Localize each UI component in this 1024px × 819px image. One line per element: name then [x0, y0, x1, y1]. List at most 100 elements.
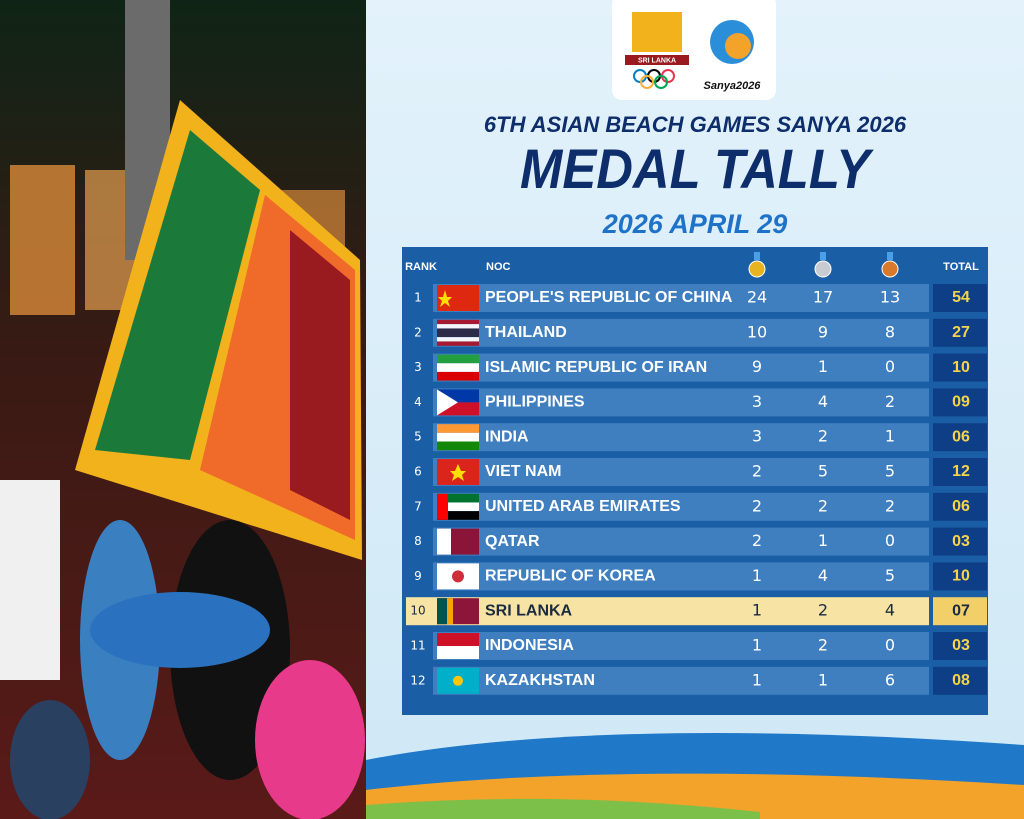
- row-background: [433, 527, 929, 556]
- row-background: [433, 284, 929, 312]
- flag-stripe: [437, 363, 479, 372]
- gold-count: 3: [752, 392, 762, 411]
- bronze-count: 4: [885, 601, 895, 620]
- bronze-count: 5: [885, 462, 895, 481]
- medal-ribbon: [820, 252, 826, 260]
- silver-count: 4: [818, 392, 828, 411]
- rank-cell: [406, 562, 433, 591]
- flag: [437, 493, 479, 520]
- total-cell: [933, 284, 987, 312]
- gold-count: 24: [747, 288, 767, 307]
- medal-ribbon: [887, 252, 893, 260]
- rank: 4: [414, 395, 422, 409]
- total-cell: [933, 597, 987, 626]
- silver-count: 9: [818, 322, 828, 341]
- flag-stripe: [447, 598, 453, 625]
- bronze-count: 13: [880, 288, 900, 307]
- total-cell: [933, 527, 987, 556]
- row-background: [433, 666, 929, 695]
- gold-count: 1: [752, 566, 762, 585]
- total-count: 27: [952, 324, 970, 341]
- flag-triangle: [437, 389, 458, 416]
- total-cell: [933, 562, 987, 591]
- gold-count: 9: [752, 357, 762, 376]
- country: PEOPLE'S REPUBLIC OF CHINA: [485, 289, 733, 306]
- country: INDONESIA: [485, 637, 574, 654]
- total-count: 07: [952, 602, 970, 619]
- bronze-count: 8: [885, 322, 895, 341]
- flag: [437, 598, 479, 625]
- total-cell: [933, 666, 987, 695]
- silver-count: 4: [818, 566, 828, 585]
- flag: [437, 528, 479, 555]
- flag: [437, 667, 479, 694]
- country: KAZAKHSTAN: [485, 672, 595, 689]
- flag-stripe: [437, 493, 448, 520]
- country: VIET NAM: [485, 463, 561, 480]
- rank: 5: [414, 430, 422, 444]
- silver-count: 2: [818, 636, 828, 655]
- flag-stripe: [437, 424, 479, 433]
- wave: [366, 798, 760, 819]
- logo-text: Sanya2026: [704, 80, 762, 92]
- total-cell: [933, 318, 987, 347]
- rank-cell: [406, 353, 433, 382]
- flag-star: [450, 464, 466, 481]
- table: RANK NOC TOTAL 1 PEOPLE'S REPUBLIC OF CHINA 2…: [405, 252, 987, 695]
- flag-stripe: [437, 319, 479, 325]
- column-header: RANK: [405, 261, 437, 273]
- rank-cell: [406, 492, 433, 521]
- flag-stripe: [437, 328, 479, 338]
- total-count: 10: [952, 568, 970, 585]
- rank-cell: [406, 597, 433, 626]
- total-count: 03: [952, 637, 970, 654]
- flag: [437, 633, 479, 659]
- rank: 9: [414, 569, 422, 583]
- medal-ribbon: [754, 252, 760, 260]
- flag-stripe: [437, 354, 479, 364]
- flag-emblem: [452, 570, 464, 583]
- row-background: [433, 353, 929, 382]
- country: QATAR: [485, 533, 540, 550]
- bronze-count: 0: [885, 531, 895, 550]
- bronze-count: 5: [885, 566, 895, 585]
- flag-stripe: [437, 432, 479, 442]
- rank: 3: [414, 360, 422, 374]
- flag-stripe: [437, 633, 479, 646]
- olympic-rings: [633, 69, 675, 89]
- flag-stripe: [437, 528, 451, 555]
- rank: 6: [414, 465, 422, 479]
- rank: 8: [414, 534, 422, 548]
- gold-count: 2: [752, 496, 762, 515]
- country: UNITED ARAB EMIRATES: [485, 498, 681, 515]
- rank-cell: [406, 284, 433, 312]
- flag-stripe: [437, 371, 479, 381]
- flag: [437, 563, 479, 590]
- silver-count: 5: [818, 462, 828, 481]
- rank: 12: [410, 673, 425, 687]
- silver-count: 1: [818, 531, 828, 550]
- bronze-count: 6: [885, 670, 895, 689]
- country: REPUBLIC OF KOREA: [485, 568, 656, 585]
- rank-cell: [406, 632, 433, 660]
- gold-count: 2: [752, 462, 762, 481]
- silver-count: 2: [818, 601, 828, 620]
- total-cell: [933, 388, 987, 417]
- flag-star: [438, 290, 452, 307]
- total-cell: [933, 632, 987, 660]
- flag-stripe: [437, 511, 479, 520]
- flag-emblem: [453, 675, 463, 686]
- row-background: [433, 492, 929, 521]
- flag: [437, 285, 479, 311]
- rank-cell: [406, 527, 433, 556]
- row-background: [433, 458, 929, 486]
- total-count: 08: [952, 672, 970, 689]
- row-background: [433, 318, 929, 347]
- gold-count: 10: [747, 322, 767, 341]
- bronze-count: 2: [885, 496, 895, 515]
- country: THAILAND: [485, 324, 567, 341]
- column-header: NOC: [486, 261, 511, 273]
- gold-count: 1: [752, 636, 762, 655]
- silver-count: 17: [813, 288, 833, 307]
